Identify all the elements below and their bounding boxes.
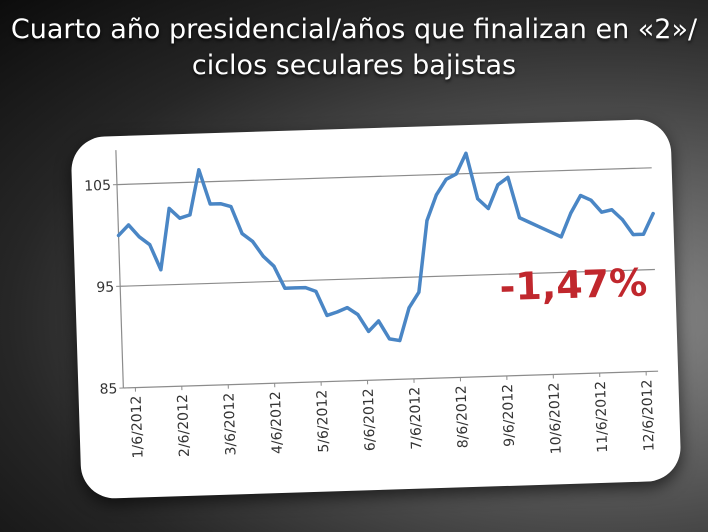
x-tick-label: 1/6/2012 xyxy=(129,395,147,458)
data-point xyxy=(178,216,182,220)
y-tick-labels: 85 95 105 xyxy=(84,178,124,398)
data-point xyxy=(454,172,458,176)
data-point xyxy=(303,286,307,290)
data-point xyxy=(600,210,604,214)
data-point xyxy=(356,312,360,316)
data-point xyxy=(188,213,192,217)
data-point xyxy=(219,202,223,206)
data-point xyxy=(528,221,532,225)
gridline xyxy=(116,167,652,186)
data-point xyxy=(208,202,212,206)
data-point xyxy=(486,207,490,211)
data-point xyxy=(517,216,521,220)
y-tick-label: 105 xyxy=(84,178,111,195)
data-points xyxy=(117,151,655,343)
data-point xyxy=(398,339,402,343)
data-point xyxy=(569,211,573,215)
data-point xyxy=(137,235,141,239)
data-point xyxy=(261,254,265,258)
data-point xyxy=(425,219,429,223)
x-tick-label: 8/6/2012 xyxy=(454,385,472,448)
series-line xyxy=(116,151,655,343)
title-line-2: ciclos seculares bajistas xyxy=(191,50,517,81)
data-point xyxy=(314,289,318,293)
data-point xyxy=(283,286,287,290)
data-point xyxy=(549,230,553,234)
data-point xyxy=(272,264,276,268)
data-point xyxy=(251,239,255,243)
x-tick-label: 3/6/2012 xyxy=(221,392,239,455)
data-point xyxy=(197,168,201,172)
data-point xyxy=(434,193,438,197)
data-point xyxy=(325,313,329,317)
data-point xyxy=(559,235,563,239)
data-point xyxy=(229,204,233,208)
x-tick-label: 12/6/2012 xyxy=(639,379,657,451)
data-point xyxy=(651,212,655,216)
x-tick-label: 11/6/2012 xyxy=(593,381,611,453)
x-tick-label: 10/6/2012 xyxy=(546,382,564,454)
x-axis xyxy=(123,370,659,389)
x-tick-label: 4/6/2012 xyxy=(268,391,286,454)
slide-title: Cuarto año presidencial/años que finaliz… xyxy=(0,12,708,84)
data-point xyxy=(127,223,131,227)
x-tick-label: 6/6/2012 xyxy=(361,388,379,451)
percent-annotation: -1,47% xyxy=(499,260,648,309)
data-point xyxy=(641,232,645,236)
x-tick-label: 5/6/2012 xyxy=(314,389,332,452)
data-point xyxy=(387,337,391,341)
x-tick-label: 2/6/2012 xyxy=(175,394,193,457)
data-point xyxy=(579,193,583,197)
data-point xyxy=(476,197,480,201)
x-tick-label: 7/6/2012 xyxy=(407,387,425,450)
data-point xyxy=(293,286,297,290)
data-point xyxy=(407,306,411,310)
y-tick-label: 85 xyxy=(99,381,117,398)
data-point xyxy=(444,177,448,181)
data-point xyxy=(367,329,371,333)
data-point xyxy=(610,208,614,212)
data-point xyxy=(117,233,121,237)
y-tick-label: 95 xyxy=(96,279,114,296)
data-point xyxy=(148,243,152,247)
chart-card: 85 95 105 1/6/2012 2/6/2012 3/6/2012 4/6/2012… xyxy=(70,118,682,500)
line-chart: 85 95 105 1/6/2012 2/6/2012 3/6/2012 4/6/2012… xyxy=(84,150,659,459)
y-axis xyxy=(115,150,124,388)
x-tick-labels: 1/6/2012 2/6/2012 3/6/2012 4/6/2012 5/6/2012… xyxy=(129,371,658,459)
data-point xyxy=(538,225,542,229)
data-point xyxy=(240,232,244,236)
title-line-1: Cuarto año presidencial/años que finaliz… xyxy=(10,14,698,45)
data-point xyxy=(335,310,339,314)
data-point xyxy=(345,306,349,310)
data-point xyxy=(496,183,500,187)
data-point xyxy=(159,268,163,272)
data-point xyxy=(589,198,593,202)
x-tick-label: 9/6/2012 xyxy=(500,384,518,447)
data-point xyxy=(506,175,510,179)
data-point xyxy=(167,206,171,210)
data-point xyxy=(377,319,381,323)
data-point xyxy=(631,233,635,237)
data-point xyxy=(620,218,624,222)
axes xyxy=(115,150,659,389)
gridlines xyxy=(116,167,655,287)
gridline xyxy=(120,268,655,287)
data-point xyxy=(417,290,421,294)
data-point xyxy=(464,151,468,155)
